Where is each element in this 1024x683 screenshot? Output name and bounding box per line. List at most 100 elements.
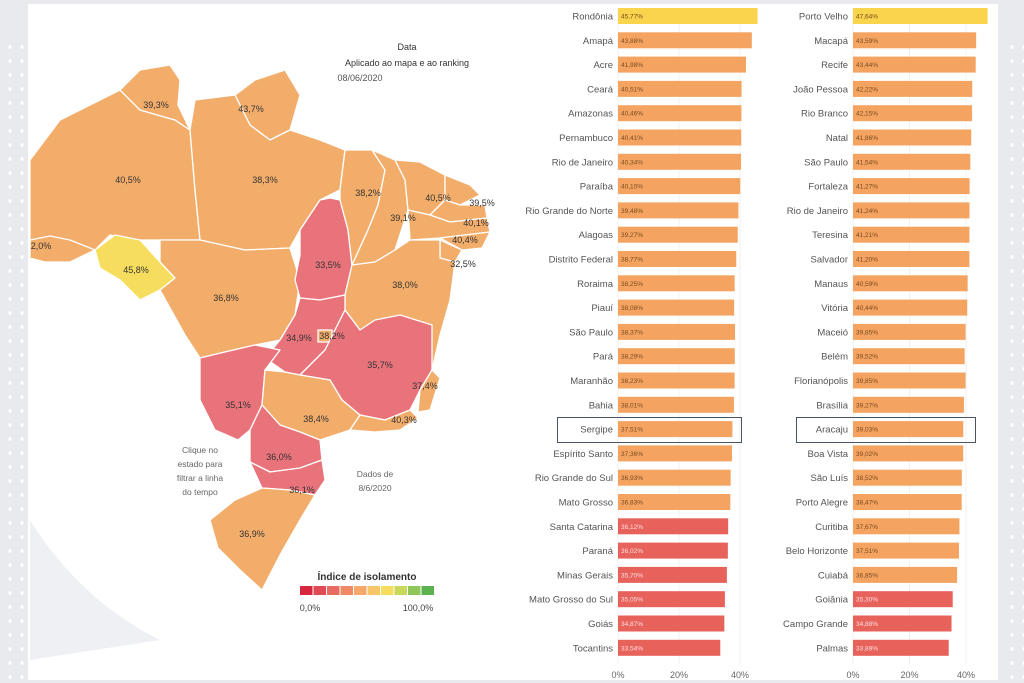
bar[interactable] [853,153,971,170]
bar[interactable] [618,251,737,267]
bar-value-label: 37,51% [856,548,878,555]
header-title: Data [397,42,416,52]
bar-value-label: 45,77% [621,14,643,21]
bar[interactable] [853,129,972,146]
x-tick-label: 40% [731,670,749,680]
state-rio-de-janeiro[interactable] [349,409,419,433]
state-rio-grande-do-norte[interactable] [444,174,481,206]
bar[interactable] [853,275,968,292]
bar-value-label: 38,23% [621,378,643,385]
bar[interactable] [853,469,962,486]
bar[interactable] [853,226,970,243]
bar[interactable] [853,372,966,389]
click-hint-line: filtrar a linha [177,473,224,483]
bar[interactable] [618,299,735,316]
state-rio-grande-do-sul[interactable] [209,487,316,591]
bar[interactable] [853,445,964,462]
bar[interactable] [853,421,964,438]
bar[interactable] [618,348,735,365]
legend-min-label: 0,0% [300,603,321,613]
bar-value-label: 37,36% [621,451,643,458]
bar-value-label: 39,52% [856,354,878,361]
category-label: Sergipe [580,425,613,436]
bar-value-label: 40,46% [621,111,643,118]
category-label: Maceió [817,327,848,338]
bar[interactable] [853,591,953,608]
bar[interactable] [618,542,728,559]
bar[interactable] [853,32,977,49]
bar[interactable] [618,178,741,195]
decorative-dots-right [1006,40,1024,680]
bar[interactable] [853,566,958,583]
bar[interactable] [618,105,742,122]
bar[interactable] [618,32,752,49]
bar[interactable] [853,105,973,122]
legend-swatch [394,586,407,595]
bar[interactable] [618,323,736,340]
bar[interactable] [618,615,725,632]
x-tick-label: 0% [846,670,859,680]
map-label: 38,0% [392,280,418,290]
bar[interactable] [853,518,960,535]
bar[interactable] [853,348,965,365]
category-label: Salvador [811,255,849,266]
bar[interactable] [618,421,733,438]
bar-value-label: 43,44% [856,62,878,69]
legend-swatch [408,586,421,595]
legend-title: Índice de isolamento [318,570,417,583]
bar[interactable] [853,178,970,195]
category-label: Fortaleza [808,182,848,193]
bar[interactable] [853,202,970,219]
bar-value-label: 39,48% [621,208,643,215]
bar[interactable] [853,56,976,73]
category-label: Acre [593,60,613,71]
bar[interactable] [618,8,758,24]
bar-value-label: 36,85% [856,572,878,579]
state-roraima[interactable] [119,64,191,131]
bar[interactable] [853,396,964,413]
bar[interactable] [618,56,747,73]
legend-swatch [421,586,434,595]
bar[interactable] [618,129,742,146]
bar-value-label: 40,41% [621,135,643,142]
bar[interactable] [618,469,731,486]
bar[interactable] [618,226,738,243]
bar[interactable] [618,591,725,608]
bar[interactable] [618,445,732,462]
bar-value-label: 36,93% [621,475,643,482]
bar-value-label: 41,20% [856,257,878,264]
bar[interactable] [618,639,721,656]
bar[interactable] [853,8,988,24]
bar[interactable] [853,494,962,510]
state-acre[interactable] [29,235,96,263]
category-label: Macapá [814,36,849,47]
bar-value-label: 40,59% [856,281,878,288]
bar[interactable] [618,153,742,170]
map-label: 38,2% [355,188,381,198]
bar[interactable] [618,372,735,389]
bar[interactable] [618,396,734,413]
bar[interactable] [853,639,949,656]
bar[interactable] [618,566,727,583]
map-label: 36,9% [239,529,265,539]
bar[interactable] [853,323,966,340]
bar-value-label: 33,89% [856,645,878,652]
bar[interactable] [618,80,742,97]
bar-value-label: 36,02% [621,548,643,555]
bar[interactable] [618,202,739,219]
bar[interactable] [618,494,731,510]
bar[interactable] [853,299,968,316]
category-label: Boa Vista [808,449,849,460]
bar[interactable] [853,80,973,97]
category-label: Paraíba [580,182,614,193]
ranking-chart-capitals: 0% 20% 40% Porto Velho 47,64% Macapá 43,59% Rec… [783,8,988,680]
bar[interactable] [853,251,970,267]
state-espirito-santo[interactable] [417,369,441,413]
map-label: 35,1% [225,400,251,410]
bar-value-label: 40,44% [856,305,878,312]
legend-swatch [340,586,353,595]
bar[interactable] [853,615,952,632]
bar[interactable] [618,275,735,292]
bar[interactable] [618,518,729,535]
bar[interactable] [853,542,959,559]
